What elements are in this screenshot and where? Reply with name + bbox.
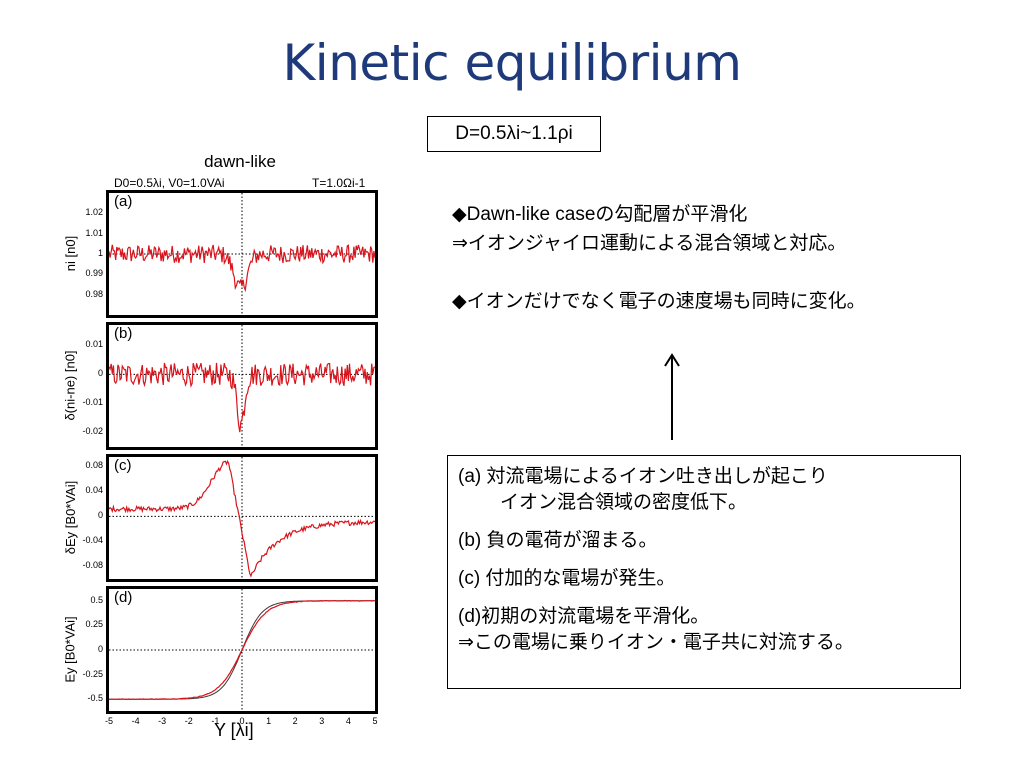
y-tick-label: 0	[97, 644, 103, 654]
panel-a: (a)	[106, 190, 378, 318]
chart-params-left: D0=0.5λi, V0=1.0VAi	[114, 176, 225, 190]
y-tick-label: 0.98	[85, 288, 103, 299]
bullet-1-line-2: ⇒イオンジャイロ運動による混合領域と対応。	[452, 233, 847, 254]
x-tick-label: -5	[104, 716, 113, 726]
explanation-box: (a) 対流電場によるイオン吐き出しが起こり イオン混合領域の密度低下。 (b)…	[447, 455, 961, 689]
x-tick-label: -4	[131, 716, 140, 726]
y-tick-label: -0.25	[82, 668, 103, 679]
x-tick-label: -3	[158, 716, 167, 726]
panel-b-plot	[109, 325, 375, 447]
chart-title: dawn-like	[204, 152, 276, 171]
x-tick-label: 5	[372, 716, 378, 726]
y-tick-label: 0.04	[85, 485, 103, 496]
x-tick-label: 0	[239, 716, 245, 726]
panel-c-plot	[109, 457, 375, 579]
explanation-c: (c) 付加的な電場が発生。	[458, 568, 676, 589]
data-series-line	[109, 459, 375, 578]
x-tick-label: -2	[184, 716, 193, 726]
y-tick-label: -0.5	[87, 693, 103, 704]
data-series-line	[109, 599, 375, 701]
y-tick-label: 0.5	[90, 594, 103, 605]
data-series-line	[109, 362, 375, 433]
y-tick-label: 1.02	[85, 207, 103, 218]
x-tick-label: 1	[266, 716, 272, 726]
panel-a-label: (a)	[114, 193, 133, 210]
slide-title: Kinetic equilibrium	[282, 34, 742, 92]
x-tick-label: 2	[292, 716, 298, 726]
explanation-b: (b) 負の電荷が溜まる。	[458, 530, 658, 551]
y-tick-label: 1.01	[85, 227, 103, 238]
y-tick-label: 0.08	[85, 460, 103, 471]
bullet-1-line-1: ◆Dawn-like caseの勾配層が平滑化	[452, 204, 748, 225]
x-axis-label: Y [λi]	[214, 720, 254, 740]
y-tick-label: -0.02	[82, 426, 103, 437]
panel-b-label: (b)	[114, 325, 133, 342]
panel-d: (d)	[106, 586, 378, 714]
panel-a-plot	[109, 193, 375, 315]
y-tick-label: -0.01	[82, 397, 103, 408]
panel-b: (b)	[106, 322, 378, 450]
y-tick-label: 0.01	[85, 339, 103, 350]
x-tick-label: -1	[211, 716, 220, 726]
y-tick-label: 0	[97, 368, 103, 379]
panel-c: (c)	[106, 454, 378, 582]
parameter-box: D=0.5λi~1.1ρi	[427, 116, 601, 152]
panel-d-label: (d)	[114, 589, 133, 606]
explanation-a-line-2: イオン混合領域の密度低下。	[500, 492, 748, 513]
y-tick-label: 0	[97, 510, 103, 521]
panel-d-plot	[109, 589, 375, 711]
up-arrow-icon	[664, 353, 680, 440]
x-tick-label: 4	[345, 716, 351, 726]
y-tick-label: -0.08	[82, 560, 103, 571]
panel-c-label: (c)	[114, 457, 132, 474]
data-series-line	[109, 244, 375, 293]
explanation-a-line-1: (a) 対流電場によるイオン吐き出しが起こり	[458, 466, 828, 487]
bullet-list: ◆Dawn-like caseの勾配層が平滑化 ⇒イオンジャイロ運動による混合領…	[452, 200, 866, 316]
y-tick-label: 1	[97, 248, 103, 258]
explanation-d-line-2: ⇒この電場に乗りイオン・電子共に対流する。	[458, 632, 854, 653]
y-tick-label: 0.99	[85, 268, 103, 279]
explanation-d-line-1: (d)初期の対流電場を平滑化。	[458, 606, 710, 627]
x-tick-label: 3	[319, 716, 325, 726]
y-tick-label: 0.25	[85, 619, 103, 630]
chart-params-right: T=1.0Ωi-1	[312, 176, 366, 190]
y-axis-label: δ(ni-ne) [n0]	[62, 350, 78, 421]
y-tick-label: -0.04	[82, 535, 103, 546]
bullet-2: ◆イオンだけでなく電子の速度場も同時に変化。	[452, 291, 866, 312]
